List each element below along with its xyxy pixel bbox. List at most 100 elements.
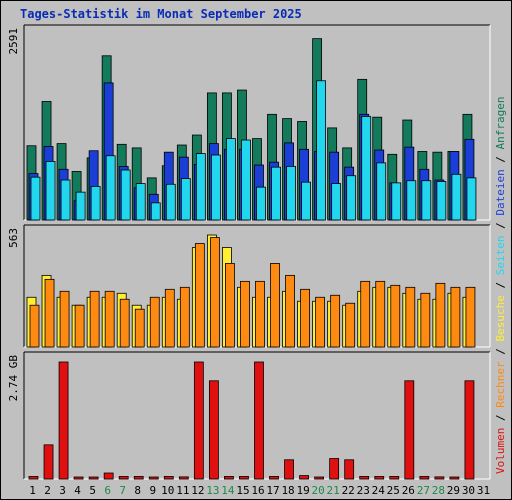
bar-volumen-22 (344, 459, 355, 480)
bar-volumen-25 (389, 476, 400, 480)
bar-volumen-7 (118, 476, 129, 480)
x-tick-label-17: 17 (266, 484, 279, 497)
bar-volumen-24 (374, 476, 385, 480)
bar-seiten-20 (316, 80, 327, 221)
legend-item-anfragen: Anfragen (494, 96, 507, 149)
bar-volumen-6 (103, 472, 114, 480)
bar-volumen-21 (329, 458, 340, 480)
legend-item-dateien: Dateien (494, 169, 507, 215)
bar-volumen-1 (28, 476, 39, 480)
bar-seiten-23 (361, 116, 372, 221)
x-tick-label-20: 20 (312, 484, 325, 497)
x-tick-label-5: 5 (89, 484, 96, 497)
y-axis-max-label: 2.74 GB (7, 355, 20, 402)
x-tick-label-16: 16 (251, 484, 264, 497)
legend-item-besuche: Besuche (494, 295, 507, 341)
x-tick-label-3: 3 (59, 484, 66, 497)
bar-seiten-4 (75, 191, 86, 221)
bar-rechner-9 (149, 296, 160, 348)
bar-rechner-15 (240, 280, 250, 348)
bar-seiten-21 (331, 183, 342, 221)
bar-volumen-16 (254, 361, 264, 480)
x-tick-label-29: 29 (447, 484, 460, 497)
x-tick-label-12: 12 (191, 484, 204, 497)
bar-seiten-6 (105, 155, 116, 221)
x-tick-label-9: 9 (149, 484, 156, 497)
bar-seiten-15 (241, 139, 251, 221)
bar-rechner-1 (29, 304, 40, 348)
x-tick-label-26: 26 (402, 484, 415, 497)
bar-rechner-4 (74, 304, 85, 348)
bar-rechner-30 (465, 286, 476, 348)
x-tick-label-13: 13 (206, 484, 219, 497)
bar-rechner-20 (315, 296, 326, 348)
legend-separator: / (494, 216, 507, 236)
bar-volumen-20 (314, 476, 325, 480)
bar-volumen-27 (419, 476, 430, 480)
bar-volumen-15 (239, 476, 249, 480)
bar-seiten-24 (376, 162, 387, 221)
x-tick-label-18: 18 (281, 484, 294, 497)
bar-rechner-5 (89, 290, 100, 348)
bar-seiten-7 (120, 169, 131, 221)
x-tick-label-30: 30 (462, 484, 475, 497)
bar-volumen-9 (148, 476, 159, 480)
bar-seiten-27 (421, 180, 432, 221)
bar-rechner-17 (270, 263, 280, 348)
bar-rechner-19 (300, 288, 310, 348)
bar-rechner-11 (179, 286, 190, 348)
bar-volumen-3 (58, 361, 69, 480)
bar-volumen-14 (224, 476, 234, 480)
y-axis-max-label: 2591 (7, 28, 20, 55)
bar-volumen-8 (133, 476, 144, 480)
legend-separator: / (494, 408, 507, 428)
bar-rechner-16 (255, 280, 265, 348)
x-tick-label-27: 27 (417, 484, 430, 497)
bar-volumen-23 (359, 476, 370, 480)
bar-rechner-2 (44, 278, 55, 348)
legend-separator: / (494, 275, 507, 295)
chart-panel-3: 2.74 GB (7, 351, 491, 480)
bar-rechner-14 (225, 263, 235, 348)
x-tick-label-21: 21 (327, 484, 340, 497)
bar-seiten-5 (90, 186, 101, 221)
bar-volumen-29 (449, 476, 460, 480)
bar-volumen-10 (163, 476, 174, 480)
legend-separator: / (494, 342, 507, 362)
bar-seiten-30 (466, 177, 477, 221)
bar-seiten-26 (406, 180, 417, 221)
x-tick-label-10: 10 (161, 484, 174, 497)
legend-item-volumen: Volumen (494, 428, 507, 474)
x-tick-label-4: 4 (74, 484, 81, 497)
bar-seiten-1 (30, 176, 41, 221)
bar-volumen-13 (208, 380, 219, 480)
bar-rechner-3 (59, 290, 70, 348)
bar-seiten-9 (150, 202, 161, 221)
legend-separator: / (494, 149, 507, 169)
bar-rechner-28 (435, 282, 446, 348)
x-tick-label-22: 22 (342, 484, 355, 497)
bar-seiten-22 (346, 175, 357, 221)
x-tick-label-28: 28 (432, 484, 445, 497)
bar-volumen-2 (43, 444, 54, 480)
bar-rechner-26 (405, 286, 416, 348)
bar-rechner-10 (164, 288, 175, 348)
bar-rechner-23 (360, 280, 371, 348)
x-tick-label-23: 23 (357, 484, 370, 497)
bar-rechner-24 (375, 280, 386, 348)
bar-seiten-28 (436, 181, 447, 221)
x-tick-label-14: 14 (221, 484, 235, 497)
x-tick-label-6: 6 (104, 484, 111, 497)
bar-seiten-12 (195, 153, 206, 221)
x-tick-label-2: 2 (44, 484, 51, 497)
bar-seiten-19 (301, 181, 311, 221)
bar-volumen-26 (404, 380, 415, 480)
x-tick-label-1: 1 (29, 484, 36, 497)
x-tick-label-25: 25 (387, 484, 400, 497)
bar-seiten-2 (45, 161, 56, 221)
bar-seiten-10 (165, 183, 176, 221)
bar-rechner-22 (345, 302, 356, 348)
x-tick-label-11: 11 (176, 484, 189, 497)
bar-volumen-19 (299, 475, 309, 480)
x-tick-label-19: 19 (296, 484, 309, 497)
